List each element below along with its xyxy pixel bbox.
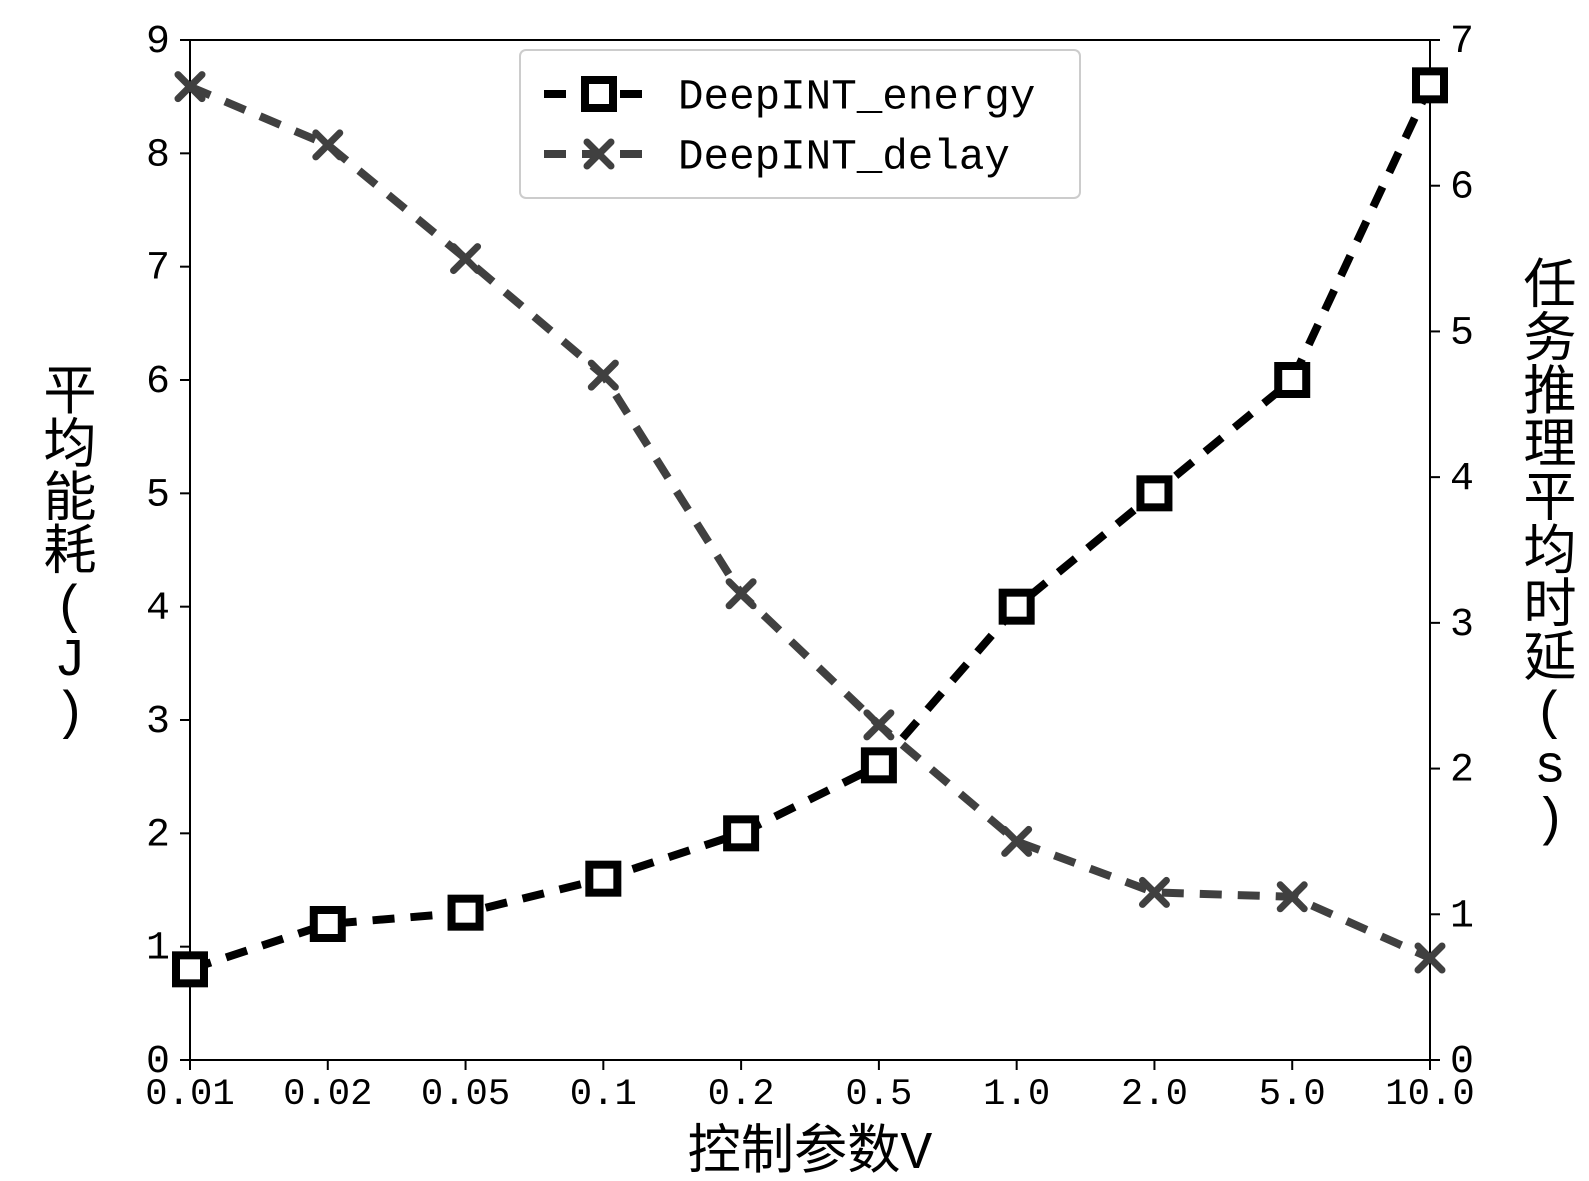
y-left-tick-label: 8 [146, 132, 170, 177]
y-right-axis-label: 时 [1523, 577, 1576, 638]
y-right-axis-label: 理 [1523, 418, 1576, 478]
open-square-marker-icon [1140, 479, 1168, 507]
x-tick-label: 0.2 [708, 1074, 775, 1116]
y-left-axis-label: 平 [43, 365, 96, 425]
y-right-axis-label: s [1534, 737, 1566, 797]
y-left-axis-label: ) [54, 684, 86, 744]
y-left-axis-label: 能 [43, 469, 96, 531]
series-markers-DeepINT_energy [176, 71, 1444, 983]
y-left-axis-label: 均 [43, 416, 96, 478]
series-markers-DeepINT_delay [178, 75, 1442, 970]
y-left-tick-label: 0 [146, 1039, 170, 1084]
y-left-axis-label: ( [54, 578, 86, 638]
y-right-tick-label: 5 [1450, 310, 1474, 355]
dual-axis-line-chart: 0.010.020.050.10.20.51.02.05.010.0012345… [0, 0, 1589, 1181]
series-line-DeepINT_delay [190, 87, 1430, 958]
y-right-axis-label: 推 [1523, 363, 1576, 425]
y-right-axis-label: 平 [1523, 471, 1576, 531]
y-right-axis-label: ( [1534, 684, 1566, 744]
open-square-marker-icon [1278, 366, 1306, 394]
x-tick-label: 0.5 [845, 1074, 912, 1116]
x-tick-label: 5.0 [1259, 1074, 1326, 1116]
x-axis-label: 控制参数V [688, 1122, 933, 1181]
y-right-axis-label: 延 [1523, 629, 1576, 691]
y-right-tick-label: 7 [1450, 19, 1474, 64]
y-left-tick-label: 7 [146, 246, 170, 291]
open-square-marker-icon [314, 910, 342, 938]
y-right-tick-label: 0 [1450, 1039, 1474, 1084]
chart-container: 0.010.020.050.10.20.51.02.05.010.0012345… [0, 0, 1589, 1181]
open-square-marker-icon [589, 865, 617, 893]
open-square-marker-icon [865, 751, 893, 779]
x-tick-label: 0.02 [283, 1074, 372, 1116]
open-square-marker-icon [1003, 593, 1031, 621]
x-tick-label: 0.05 [421, 1074, 510, 1116]
legend-label: DeepINT_delay [678, 133, 1010, 181]
y-left-tick-label: 3 [146, 699, 170, 744]
y-left-tick-label: 9 [146, 19, 170, 64]
y-left-axis-label: 耗 [43, 523, 96, 585]
y-right-tick-label: 1 [1450, 893, 1474, 938]
y-left-axis-label: J [54, 631, 86, 691]
x-tick-label: 2.0 [1121, 1074, 1188, 1116]
y-right-axis-label: 务 [1523, 310, 1576, 372]
y-right-axis-label: ) [1534, 791, 1566, 851]
x-tick-label: 1.0 [983, 1074, 1050, 1116]
open-square-marker-icon [1416, 71, 1444, 99]
y-left-tick-label: 1 [146, 926, 170, 971]
y-right-axis-label: 均 [1523, 523, 1576, 585]
y-right-tick-label: 2 [1450, 748, 1474, 793]
y-left-tick-label: 5 [146, 472, 170, 517]
open-square-marker-icon [585, 80, 613, 108]
y-left-tick-label: 6 [146, 359, 170, 404]
y-left-tick-label: 4 [146, 586, 170, 631]
open-square-marker-icon [176, 955, 204, 983]
legend-label: DeepINT_energy [678, 73, 1035, 121]
y-right-tick-label: 3 [1450, 602, 1474, 647]
series-line-DeepINT_energy [190, 85, 1430, 969]
y-left-tick-label: 2 [146, 812, 170, 857]
y-right-tick-label: 4 [1450, 456, 1474, 501]
open-square-marker-icon [452, 899, 480, 927]
y-right-tick-label: 6 [1450, 165, 1474, 210]
open-square-marker-icon [727, 819, 755, 847]
x-tick-label: 0.1 [570, 1074, 637, 1116]
y-right-axis-label: 任 [1523, 257, 1576, 319]
